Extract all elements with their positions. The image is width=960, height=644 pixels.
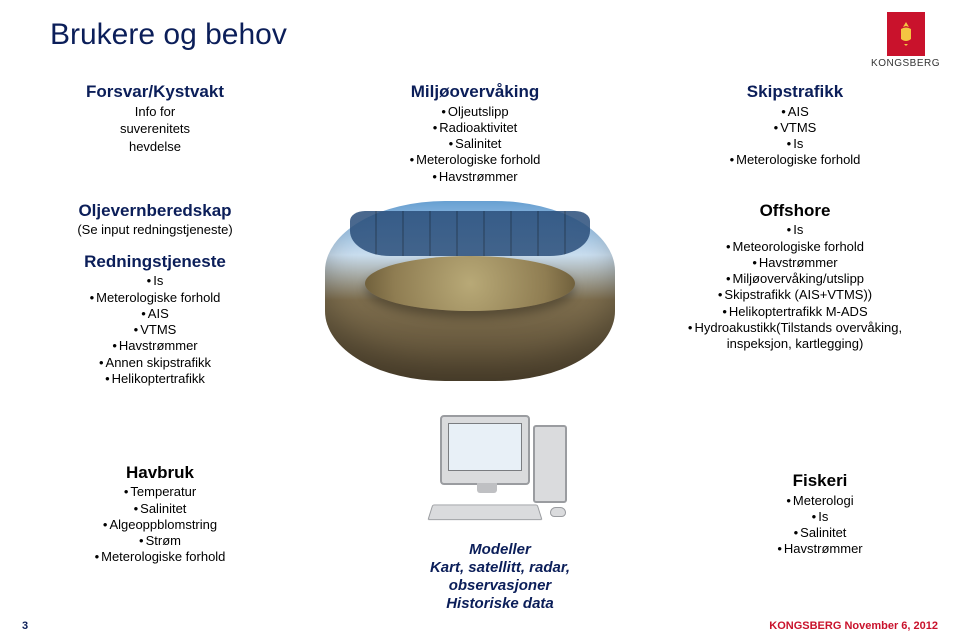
block-forsvar: Forsvar/Kystvakt Info for suverenitets h…	[70, 82, 240, 156]
list-item: VTMS	[710, 120, 880, 136]
skip-list: AIS VTMS Is Meterologiske forhold	[710, 104, 880, 169]
list-item: Is	[730, 509, 910, 525]
offshore-list: Is Meteorologiske forhold Havstrømmer Mi…	[680, 222, 910, 352]
forsvar-sub2: suverenitets	[70, 121, 240, 137]
list-item: Hydroakustikk(Tilstands overvåking, insp…	[680, 320, 910, 353]
forsvar-sub3: hevdelse	[70, 139, 240, 155]
list-item: Annen skipstrafikk	[50, 355, 260, 371]
list-item: Havstrømmer	[680, 255, 910, 271]
list-item: Strøm	[50, 533, 270, 549]
keyboard-icon	[427, 505, 542, 521]
list-item: Oljeutslipp	[360, 104, 590, 120]
list-item: Salinitet	[50, 501, 270, 517]
modeller-line4: Historiske data	[360, 595, 640, 613]
forsvar-header: Forsvar/Kystvakt	[70, 82, 240, 102]
block-modeller: Modeller Kart, satellitt, radar, observa…	[360, 415, 640, 613]
havbruk-list: Temperatur Salinitet Algeoppblomstring S…	[50, 484, 270, 565]
list-item: Is	[680, 222, 910, 238]
block-skipstrafikk: Skipstrafikk AIS VTMS Is Meterologiske f…	[710, 82, 880, 169]
list-item: Meteorologiske forhold	[680, 239, 910, 255]
tower-icon	[533, 425, 567, 503]
row-bottom: Havbruk Temperatur Salinitet Algeoppblom…	[50, 415, 910, 613]
list-item: Temperatur	[50, 484, 270, 500]
olje-header: Oljevernberedskap	[50, 201, 260, 221]
slide: KONGSBERG Brukere og behov Forsvar/Kystv…	[0, 0, 960, 644]
list-item: Meterologiske forhold	[360, 152, 590, 168]
row-middle: Oljevernberedskap (Se input redningstjen…	[50, 201, 910, 387]
list-item: Miljøovervåking/utslipp	[680, 271, 910, 287]
list-item: Is	[50, 273, 260, 289]
list-item: Havstrømmer	[360, 169, 590, 185]
list-item: Havstrømmer	[730, 541, 910, 557]
modeller-line3: observasjoner	[360, 577, 640, 595]
list-item: Salinitet	[360, 136, 590, 152]
list-item: Is	[710, 136, 880, 152]
list-item: Meterologi	[730, 493, 910, 509]
block-center-image	[325, 201, 615, 381]
block-miljo: Miljøovervåking Oljeutslipp Radioaktivit…	[360, 82, 590, 185]
list-item: Havstrømmer	[50, 338, 260, 354]
fiskeri-header: Fiskeri	[730, 471, 910, 491]
page-number: 3	[22, 620, 28, 632]
control-room-illustration	[325, 201, 615, 381]
list-item: Meterologiske forhold	[50, 290, 260, 306]
list-item: Radioaktivitet	[360, 120, 590, 136]
offshore-header: Offshore	[680, 201, 910, 221]
footer-right-text: KONGSBERG November 6, 2012	[769, 620, 938, 632]
list-item: Helikoptertrafikk M-ADS	[680, 304, 910, 320]
row-top: Forsvar/Kystvakt Info for suverenitets h…	[50, 82, 910, 185]
list-item: AIS	[50, 306, 260, 322]
logo-emblem	[887, 12, 925, 56]
list-item: VTMS	[50, 322, 260, 338]
slide-footer: 3 KONGSBERG November 6, 2012	[0, 620, 960, 632]
list-item: Meterologiske forhold	[710, 152, 880, 168]
block-havbruk: Havbruk Temperatur Salinitet Algeoppblom…	[50, 463, 270, 566]
forsvar-sub1: Info for	[70, 104, 240, 120]
mouse-icon	[550, 507, 566, 517]
list-item: Helikoptertrafikk	[50, 371, 260, 387]
logo-text: KONGSBERG	[871, 58, 940, 69]
block-fiskeri: Fiskeri Meterologi Is Salinitet Havstrøm…	[730, 471, 910, 558]
miljo-list: Oljeutslipp Radioaktivitet Salinitet Met…	[360, 104, 590, 185]
modeller-line1: Modeller	[360, 541, 640, 559]
olje-sub: (Se input redningstjeneste)	[50, 222, 260, 238]
list-item: Skipstrafikk (AIS+VTMS))	[680, 287, 910, 303]
modeller-line2: Kart, satellitt, radar,	[360, 559, 640, 577]
page-title: Brukere og behov	[50, 18, 910, 52]
redning-list: Is Meterologiske forhold AIS VTMS Havstr…	[50, 273, 260, 387]
fiskeri-list: Meterologi Is Salinitet Havstrømmer	[730, 493, 910, 558]
list-item: Salinitet	[730, 525, 910, 541]
havbruk-header: Havbruk	[50, 463, 270, 483]
block-offshore: Offshore Is Meteorologiske forhold Havst…	[680, 201, 910, 353]
list-item: Algeoppblomstring	[50, 517, 270, 533]
block-left-stack: Oljevernberedskap (Se input redningstjen…	[50, 201, 260, 387]
lion-icon	[895, 21, 917, 47]
list-item: Meterologiske forhold	[50, 549, 270, 565]
skip-header: Skipstrafikk	[710, 82, 880, 102]
redning-header: Redningstjeneste	[50, 252, 260, 272]
list-item: AIS	[710, 104, 880, 120]
content-grid: Forsvar/Kystvakt Info for suverenitets h…	[50, 82, 910, 613]
monitor-icon	[440, 415, 530, 485]
brand-logo: KONGSBERG	[871, 12, 940, 69]
computer-illustration	[415, 415, 585, 535]
miljo-header: Miljøovervåking	[360, 82, 590, 102]
